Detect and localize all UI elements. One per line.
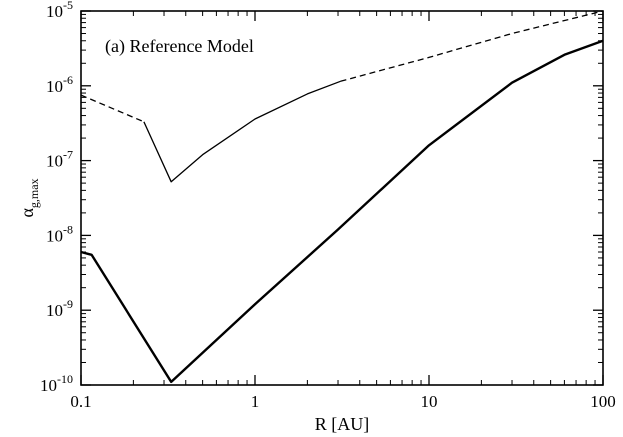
y-tick-label: 10-8 bbox=[46, 222, 73, 245]
y-tick-base: 10 bbox=[46, 301, 63, 320]
y-tick-label: 10-5 bbox=[46, 0, 73, 21]
x-tick-labels: 0.1 1 10 100 bbox=[70, 392, 615, 411]
y-axis-title: αg,max bbox=[17, 178, 41, 217]
y-tick-label: 10-7 bbox=[46, 148, 73, 171]
x-tick-label: 0.1 bbox=[70, 392, 91, 411]
x-axis-title: R [AU] bbox=[315, 414, 370, 434]
series-line-thin-dashed-1 bbox=[80, 94, 145, 123]
y-tick-base: 10 bbox=[40, 376, 57, 395]
y-tick-exponent: -6 bbox=[63, 73, 73, 87]
y-axis-title-main: α bbox=[17, 208, 37, 218]
y-tick-exponent: -8 bbox=[63, 222, 73, 236]
series-line-thin-dashed-3 bbox=[340, 10, 604, 82]
y-tick-base: 10 bbox=[46, 77, 63, 96]
y-tick-base: 10 bbox=[46, 226, 63, 245]
major-ticks bbox=[80, 10, 604, 386]
y-tick-label: 10-10 bbox=[40, 372, 73, 395]
y-tick-label: 10-9 bbox=[46, 297, 73, 320]
series-line-thin-solid-2 bbox=[143, 80, 341, 183]
x-tick-label: 1 bbox=[251, 392, 260, 411]
minor-ticks bbox=[81, 11, 603, 385]
y-tick-base: 10 bbox=[46, 2, 63, 21]
y-tick-exponent: -7 bbox=[63, 148, 73, 162]
y-tick-exponent: -5 bbox=[63, 0, 73, 12]
y-tick-base: 10 bbox=[46, 152, 63, 171]
x-tick-label: 10 bbox=[421, 392, 438, 411]
y-tick-exponent: -9 bbox=[63, 297, 73, 311]
plot-frame bbox=[80, 10, 604, 386]
series-layer bbox=[80, 10, 604, 384]
y-tick-label: 10-6 bbox=[46, 73, 73, 96]
series-line-thick-solid-0 bbox=[80, 39, 604, 384]
y-axis-title-sub: g,max bbox=[27, 178, 41, 208]
chart-annotation: (a) Reference Model bbox=[105, 36, 254, 57]
x-tick-label: 100 bbox=[590, 392, 616, 411]
y-tick-exponent: -10 bbox=[57, 372, 73, 386]
